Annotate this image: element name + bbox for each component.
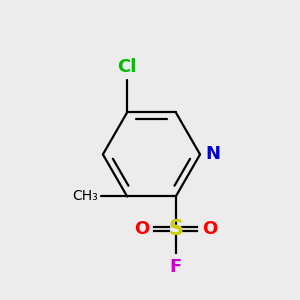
Text: N: N <box>206 146 220 164</box>
Text: O: O <box>202 220 217 238</box>
Text: S: S <box>168 219 183 239</box>
Text: F: F <box>169 258 182 276</box>
Text: Cl: Cl <box>118 58 137 76</box>
Text: CH₃: CH₃ <box>73 190 98 203</box>
Text: O: O <box>134 220 150 238</box>
